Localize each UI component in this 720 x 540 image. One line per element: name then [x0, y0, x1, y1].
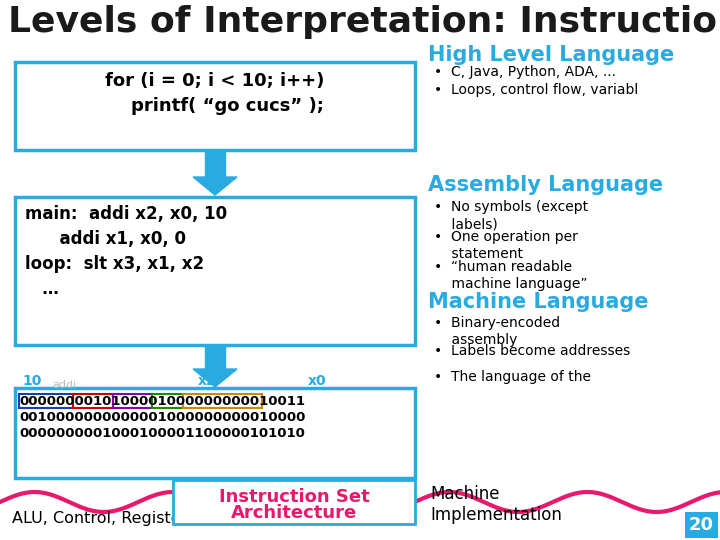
- Text: Architecture: Architecture: [231, 504, 357, 522]
- Text: •  Labels become addresses: • Labels become addresses: [434, 344, 630, 358]
- Text: •  The language of the: • The language of the: [434, 370, 591, 384]
- Bar: [113, 394, 153, 408]
- Text: •  Binary-encoded
    assembly: • Binary-encoded assembly: [434, 316, 560, 347]
- Text: •  C, Java, Python, ADA, ...: • C, Java, Python, ADA, ...: [434, 65, 616, 79]
- Text: x0: x0: [308, 374, 327, 388]
- Text: 20: 20: [688, 516, 714, 534]
- Bar: [19, 394, 74, 408]
- Text: Machine
Implementation: Machine Implementation: [430, 485, 562, 524]
- Text: 0000000001000100001100000101010: 0000000001000100001100000101010: [19, 427, 305, 440]
- Text: addi: addi: [52, 380, 76, 390]
- Text: 0000000010100001000000000010011: 0000000010100001000000000010011: [19, 395, 305, 408]
- Text: High Level Language: High Level Language: [428, 45, 674, 65]
- Text: 0010000000000001000000000010000: 0010000000000001000000000010000: [19, 411, 305, 424]
- Text: main:  addi x2, x0, 10
      addi x1, x0, 0
loop:  slt x3, x1, x2
   …: main: addi x2, x0, 10 addi x1, x0, 0 loo…: [25, 205, 227, 298]
- Polygon shape: [193, 502, 237, 518]
- Bar: [205, 478, 225, 502]
- Text: Instruction Set: Instruction Set: [219, 488, 369, 506]
- FancyBboxPatch shape: [685, 512, 718, 538]
- Text: •  Loops, control flow, variabl: • Loops, control flow, variabl: [434, 83, 638, 97]
- Text: for (i = 0; i < 10; i++)
    printf( “go cucs” );: for (i = 0; i < 10; i++) printf( “go cuc…: [105, 72, 325, 115]
- FancyBboxPatch shape: [15, 62, 415, 150]
- Text: ALU, Control, Register File, ...: ALU, Control, Register File, ...: [12, 511, 245, 526]
- FancyBboxPatch shape: [15, 197, 415, 345]
- Polygon shape: [193, 177, 237, 195]
- Text: 10: 10: [22, 374, 41, 388]
- Text: •  No symbols (except
    labels): • No symbols (except labels): [434, 200, 588, 231]
- FancyBboxPatch shape: [173, 480, 415, 524]
- Bar: [205, 345, 225, 369]
- Text: x2: x2: [198, 374, 217, 388]
- Bar: [73, 394, 113, 408]
- Text: •  One operation per
    statement: • One operation per statement: [434, 230, 578, 261]
- Text: •  “human readable
    machine language”: • “human readable machine language”: [434, 260, 588, 291]
- Text: Machine Language: Machine Language: [428, 292, 649, 312]
- Bar: [184, 394, 262, 408]
- Text: Levels of Interpretation: Instructions: Levels of Interpretation: Instructions: [8, 5, 720, 39]
- Polygon shape: [193, 369, 237, 387]
- Bar: [205, 150, 225, 177]
- Bar: [152, 394, 184, 408]
- FancyBboxPatch shape: [15, 388, 415, 478]
- Text: Assembly Language: Assembly Language: [428, 175, 663, 195]
